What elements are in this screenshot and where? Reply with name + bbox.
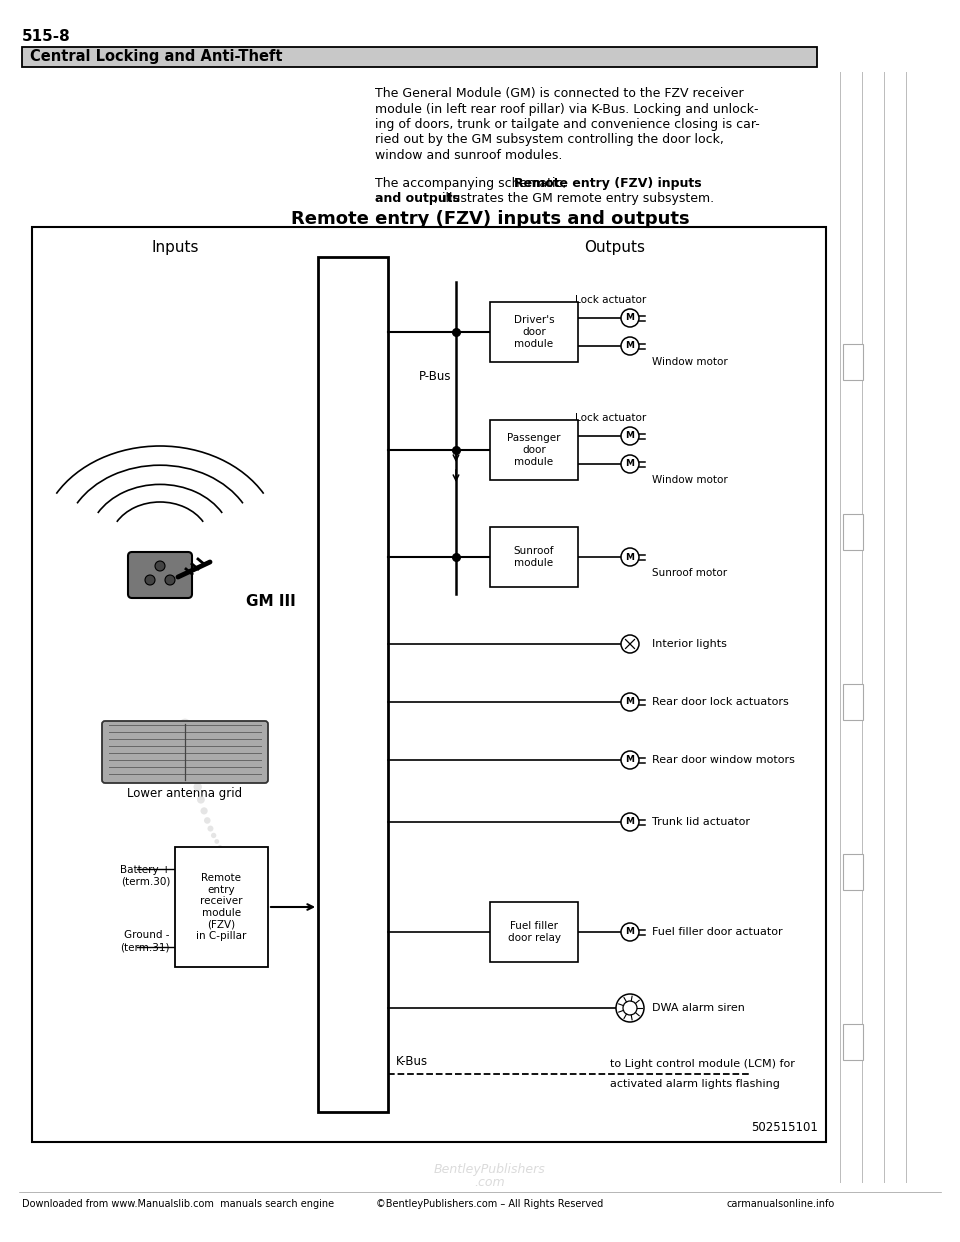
Text: ing of doors, trunk or tailgate and convenience closing is car-: ing of doors, trunk or tailgate and conv… <box>375 118 759 130</box>
Bar <box>843 344 863 380</box>
Bar <box>490 902 578 963</box>
Circle shape <box>201 807 207 815</box>
Circle shape <box>165 575 175 585</box>
Text: M: M <box>626 755 635 765</box>
Bar <box>175 847 268 968</box>
Text: Interior lights: Interior lights <box>652 638 727 650</box>
Text: Rear door lock actuators: Rear door lock actuators <box>652 697 789 707</box>
Text: M: M <box>626 431 635 441</box>
Text: DWA alarm siren: DWA alarm siren <box>652 1004 745 1013</box>
Text: P-Bus: P-Bus <box>419 370 451 383</box>
Text: Passenger
door
module: Passenger door module <box>507 433 561 467</box>
Text: Rear door window motors: Rear door window motors <box>652 755 795 765</box>
Text: Window motor: Window motor <box>652 474 728 484</box>
Circle shape <box>621 923 639 941</box>
Text: 502515101: 502515101 <box>751 1122 818 1134</box>
Text: Downloaded from www.Manualslib.com  manuals search engine: Downloaded from www.Manualslib.com manua… <box>22 1199 334 1208</box>
Text: Outputs: Outputs <box>585 240 645 255</box>
Bar <box>843 854 863 891</box>
Text: module (in left rear roof pillar) via K-Bus. Locking and unlock-: module (in left rear roof pillar) via K-… <box>375 103 758 116</box>
Text: Remote entry (FZV) inputs and outputs: Remote entry (FZV) inputs and outputs <box>291 210 689 229</box>
Text: and outputs: and outputs <box>375 193 460 205</box>
Circle shape <box>214 840 219 843</box>
Text: ©BentleyPublishers.com – All Rights Reserved: ©BentleyPublishers.com – All Rights Rese… <box>376 1199 604 1208</box>
Text: Lock actuator: Lock actuator <box>575 296 646 306</box>
Circle shape <box>207 826 213 832</box>
Circle shape <box>197 796 204 804</box>
Text: M: M <box>626 342 635 350</box>
Text: Trunk lid actuator: Trunk lid actuator <box>652 817 750 827</box>
Circle shape <box>621 455 639 473</box>
Text: The General Module (GM) is connected to the FZV receiver: The General Module (GM) is connected to … <box>375 87 744 101</box>
Text: Ground -
(term.31): Ground - (term.31) <box>121 930 170 953</box>
Text: M: M <box>626 698 635 707</box>
Text: window and sunroof modules.: window and sunroof modules. <box>375 149 563 161</box>
FancyBboxPatch shape <box>128 551 192 597</box>
Circle shape <box>621 751 639 769</box>
Circle shape <box>621 635 639 653</box>
Circle shape <box>616 994 644 1022</box>
Circle shape <box>621 814 639 831</box>
Bar <box>490 527 578 587</box>
Circle shape <box>211 832 216 838</box>
FancyBboxPatch shape <box>102 722 268 782</box>
Bar <box>843 1023 863 1059</box>
Bar <box>490 302 578 361</box>
Text: M: M <box>626 553 635 561</box>
Text: ried out by the GM subsystem controlling the door lock,: ried out by the GM subsystem controlling… <box>375 133 724 147</box>
Circle shape <box>621 548 639 566</box>
Bar <box>843 514 863 550</box>
Text: Remote entry (FZV) inputs: Remote entry (FZV) inputs <box>514 176 701 190</box>
Text: .com: .com <box>474 1175 505 1189</box>
Text: to Light control module (LCM) for: to Light control module (LCM) for <box>610 1059 795 1069</box>
Circle shape <box>621 337 639 355</box>
Text: Driver's
door
module: Driver's door module <box>514 315 554 349</box>
Text: The accompanying schematic,: The accompanying schematic, <box>375 176 570 190</box>
Text: Central Locking and Anti-Theft: Central Locking and Anti-Theft <box>30 50 282 65</box>
Text: carmanualsonline.info: carmanualsonline.info <box>727 1199 835 1208</box>
Bar <box>32 227 826 1141</box>
Circle shape <box>155 561 165 571</box>
Circle shape <box>218 845 222 850</box>
Text: Remote
entry
receiver
module
(FZV)
in C-pillar: Remote entry receiver module (FZV) in C-… <box>196 873 247 941</box>
Text: Lower antenna grid: Lower antenna grid <box>128 787 243 800</box>
Text: Fuel filler
door relay: Fuel filler door relay <box>508 922 561 943</box>
Text: M: M <box>626 817 635 826</box>
Circle shape <box>623 1001 637 1015</box>
Circle shape <box>621 427 639 445</box>
Circle shape <box>194 782 202 791</box>
Text: , illustrates the GM remote entry subsystem.: , illustrates the GM remote entry subsys… <box>434 193 714 205</box>
Text: Fuel filler door actuator: Fuel filler door actuator <box>652 927 782 936</box>
Text: Battery +
(term.30): Battery + (term.30) <box>119 864 170 887</box>
Circle shape <box>621 309 639 327</box>
Text: GM III: GM III <box>247 595 296 610</box>
Bar <box>318 257 388 1112</box>
Text: Inputs: Inputs <box>152 240 199 255</box>
Circle shape <box>180 719 190 729</box>
Bar <box>490 420 578 479</box>
Text: K-Bus: K-Bus <box>396 1054 428 1068</box>
Circle shape <box>204 817 210 823</box>
Text: M: M <box>626 313 635 323</box>
Circle shape <box>186 753 196 763</box>
Circle shape <box>621 693 639 710</box>
Bar <box>843 684 863 720</box>
Text: Sunroof
module: Sunroof module <box>514 546 554 568</box>
Text: Window motor: Window motor <box>652 356 728 366</box>
Text: Sunroof motor: Sunroof motor <box>652 568 727 578</box>
Bar <box>22 47 817 67</box>
Text: 515-8: 515-8 <box>22 29 71 43</box>
Circle shape <box>190 768 199 777</box>
Text: M: M <box>626 460 635 468</box>
Circle shape <box>145 575 155 585</box>
Text: activated alarm lights flashing: activated alarm lights flashing <box>610 1079 780 1089</box>
Text: Lock actuator: Lock actuator <box>575 414 646 424</box>
Text: M: M <box>626 928 635 936</box>
Text: BentleyPublishers: BentleyPublishers <box>434 1164 546 1176</box>
Circle shape <box>183 735 193 746</box>
